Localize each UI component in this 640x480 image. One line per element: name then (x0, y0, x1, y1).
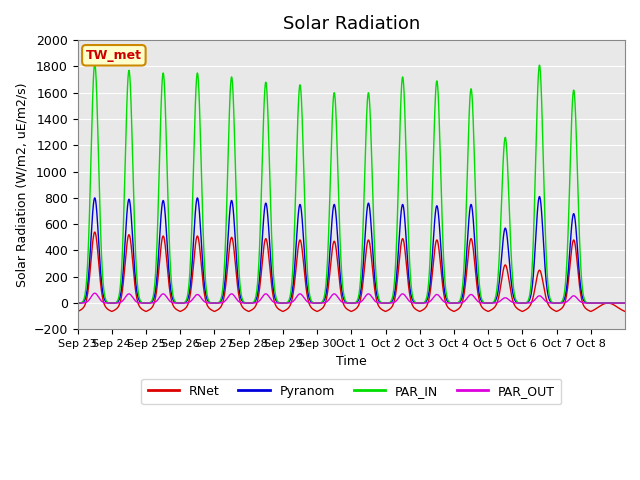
Pyranom (129, 230, 136, 236)
PAR_OUT (384, 300, 392, 306)
RNet (74, 309, 81, 314)
RNet (516, 308, 524, 313)
Line: RNet: RNet (77, 232, 625, 312)
Pyranom (614, 300, 621, 306)
PAR_OUT (614, 300, 621, 306)
X-axis label: Time: Time (336, 355, 367, 368)
PAR_OUT (516, 300, 524, 306)
Y-axis label: Solar Radiation (W/m2, uE/m2/s): Solar Radiation (W/m2, uE/m2/s) (15, 83, 28, 287)
PAR_IN (621, 300, 628, 306)
Pyranom (547, 299, 555, 305)
RNet (621, 309, 628, 314)
PAR_IN (614, 300, 621, 306)
Legend: RNet, Pyranom, PAR_IN, PAR_OUT: RNet, Pyranom, PAR_IN, PAR_OUT (141, 379, 561, 404)
PAR_IN (547, 298, 555, 303)
RNet (587, 309, 595, 314)
PAR_OUT (74, 300, 81, 306)
Line: PAR_IN: PAR_IN (77, 64, 625, 303)
PAR_IN (247, 300, 255, 306)
PAR_IN (74, 300, 81, 306)
Text: TW_met: TW_met (86, 49, 142, 62)
PAR_IN (129, 152, 136, 157)
PAR_IN (91, 61, 99, 67)
PAR_OUT (91, 290, 99, 296)
Pyranom (536, 194, 543, 200)
Pyranom (74, 300, 81, 306)
Pyranom (587, 300, 595, 306)
PAR_IN (516, 300, 524, 306)
Line: Pyranom: Pyranom (77, 197, 625, 303)
Title: Solar Radiation: Solar Radiation (283, 15, 420, 33)
RNet (91, 229, 99, 235)
Pyranom (246, 300, 254, 306)
PAR_OUT (621, 300, 628, 306)
PAR_OUT (547, 300, 555, 306)
RNet (129, 257, 136, 263)
Pyranom (621, 300, 628, 306)
RNet (614, 304, 621, 310)
RNet (384, 307, 392, 313)
PAR_OUT (129, 294, 136, 300)
Pyranom (516, 300, 524, 306)
Line: PAR_OUT: PAR_OUT (77, 293, 625, 303)
RNet (547, 305, 555, 311)
Pyranom (384, 300, 392, 306)
PAR_IN (384, 300, 392, 306)
RNet (247, 308, 255, 313)
PAR_OUT (587, 300, 595, 306)
PAR_IN (587, 300, 595, 306)
PAR_OUT (247, 300, 255, 306)
